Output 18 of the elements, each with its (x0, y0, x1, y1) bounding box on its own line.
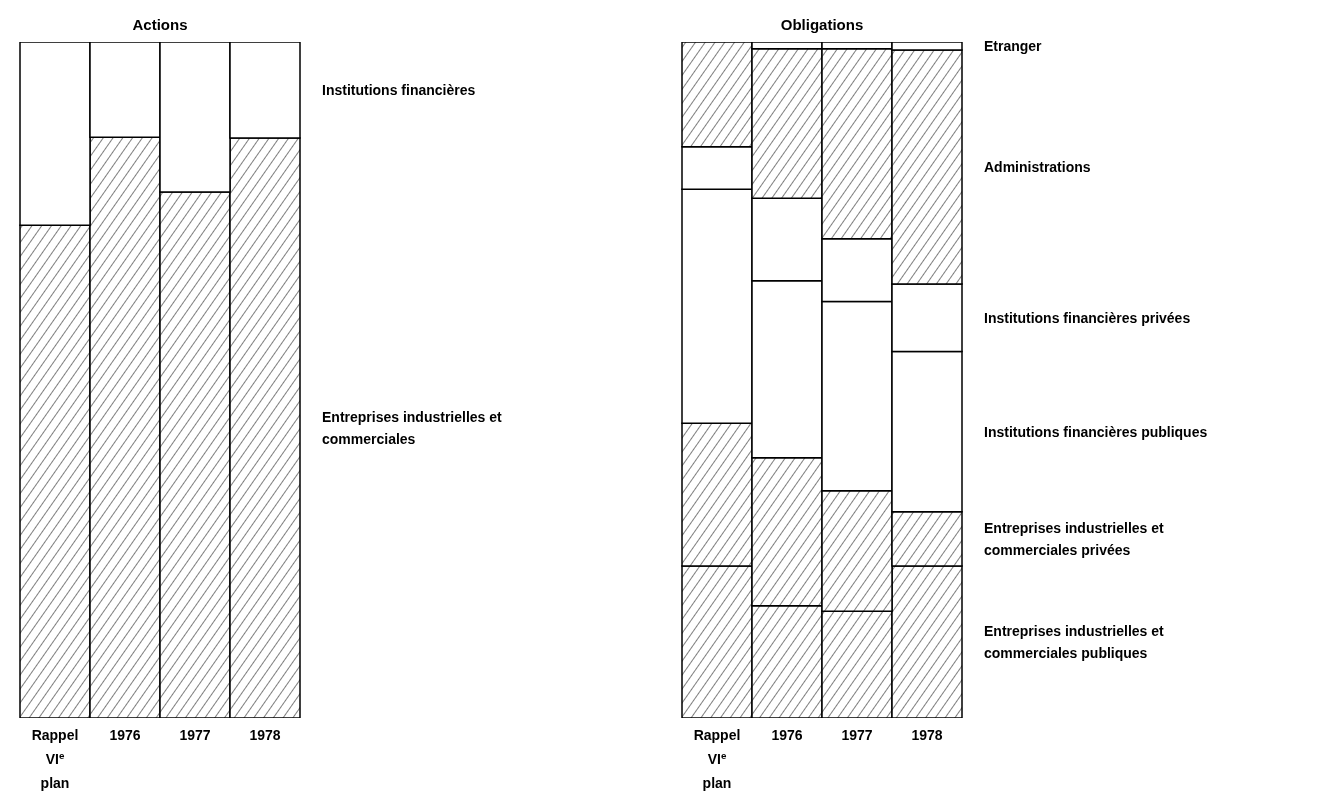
x-tick-label: 1976 (771, 727, 803, 743)
category-label: Rappel VI$^{e}$ plan (693, 727, 741, 791)
chart-title: Actions (131, 16, 189, 33)
series-label: Entreprises industrielles et commerciales privées (984, 518, 1164, 560)
x-tick-label: 1978 (911, 727, 943, 743)
series-label: Institutions financières privées (984, 308, 1191, 328)
series-label: Institutions financières (322, 81, 476, 100)
category-label: Rappel VI$^{e}$ plan (31, 727, 79, 791)
series-label: Entreprises industrielles et commerciales (322, 408, 502, 449)
series-label: Entreprises industrielles et commerciales publiques (984, 621, 1164, 663)
series-label: Institutions financières publiques (984, 422, 1208, 442)
chart-title: Obligations (779, 16, 865, 33)
series-label: Etranger (984, 37, 1042, 57)
x-tick-label: 1977 (179, 727, 211, 743)
x-tick-label: 1977 (841, 727, 873, 743)
x-tick-label: 1976 (109, 727, 141, 743)
x-tick-label: 1978 (249, 727, 281, 743)
series-label: Administrations (984, 158, 1091, 178)
